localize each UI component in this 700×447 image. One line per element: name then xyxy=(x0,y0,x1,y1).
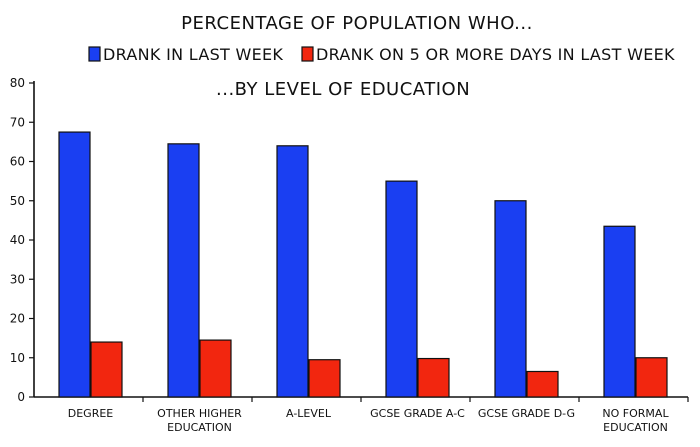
y-tick-label: 10 xyxy=(10,351,25,365)
chart-subtitle: ...BY LEVEL OF EDUCATION xyxy=(216,79,470,100)
y-tick-label: 50 xyxy=(10,194,25,208)
x-tick-label: GCSE GRADE A-C xyxy=(370,407,465,420)
bar xyxy=(603,225,636,398)
y-tick-label: 20 xyxy=(10,312,25,326)
x-tick-label: OTHER HIGHER xyxy=(157,407,242,420)
y-tick-label: 80 xyxy=(10,76,25,90)
bar xyxy=(385,180,418,398)
bar xyxy=(199,339,232,398)
x-tick-label: NO FORMAL xyxy=(602,407,669,420)
legend: DRANK IN LAST WEEK DRANK ON 5 OR MORE DA… xyxy=(88,45,675,64)
x-tick-label: EDUCATION xyxy=(603,421,668,434)
y-tick-label: 60 xyxy=(10,155,25,169)
bar xyxy=(58,131,91,398)
bar xyxy=(167,143,200,398)
legend-swatch-drank-last-week xyxy=(88,46,101,62)
y-tick-label: 0 xyxy=(17,390,25,404)
legend-label-drank-last-week: DRANK IN LAST WEEK xyxy=(103,45,283,64)
x-tick-label: GCSE GRADE D-G xyxy=(478,407,575,420)
y-tick-label: 30 xyxy=(10,272,25,286)
bar xyxy=(90,341,123,398)
bar xyxy=(526,370,559,398)
bar xyxy=(276,145,309,398)
bar xyxy=(635,357,668,398)
chart-title: PERCENTAGE OF POPULATION WHO... xyxy=(181,13,533,34)
x-tick-label: A-LEVEL xyxy=(286,407,332,420)
bar xyxy=(494,200,527,398)
x-tick-label: EDUCATION xyxy=(167,421,232,434)
bar xyxy=(308,359,341,398)
y-tick-label: 40 xyxy=(10,233,25,247)
legend-label-drank-5-or-more-days: DRANK ON 5 OR MORE DAYS IN LAST WEEK xyxy=(316,45,675,64)
legend-swatch-drank-5-or-more-days xyxy=(301,46,314,62)
x-tick-label: DEGREE xyxy=(68,407,114,420)
y-tick-label: 70 xyxy=(10,115,25,129)
bar xyxy=(417,357,450,398)
